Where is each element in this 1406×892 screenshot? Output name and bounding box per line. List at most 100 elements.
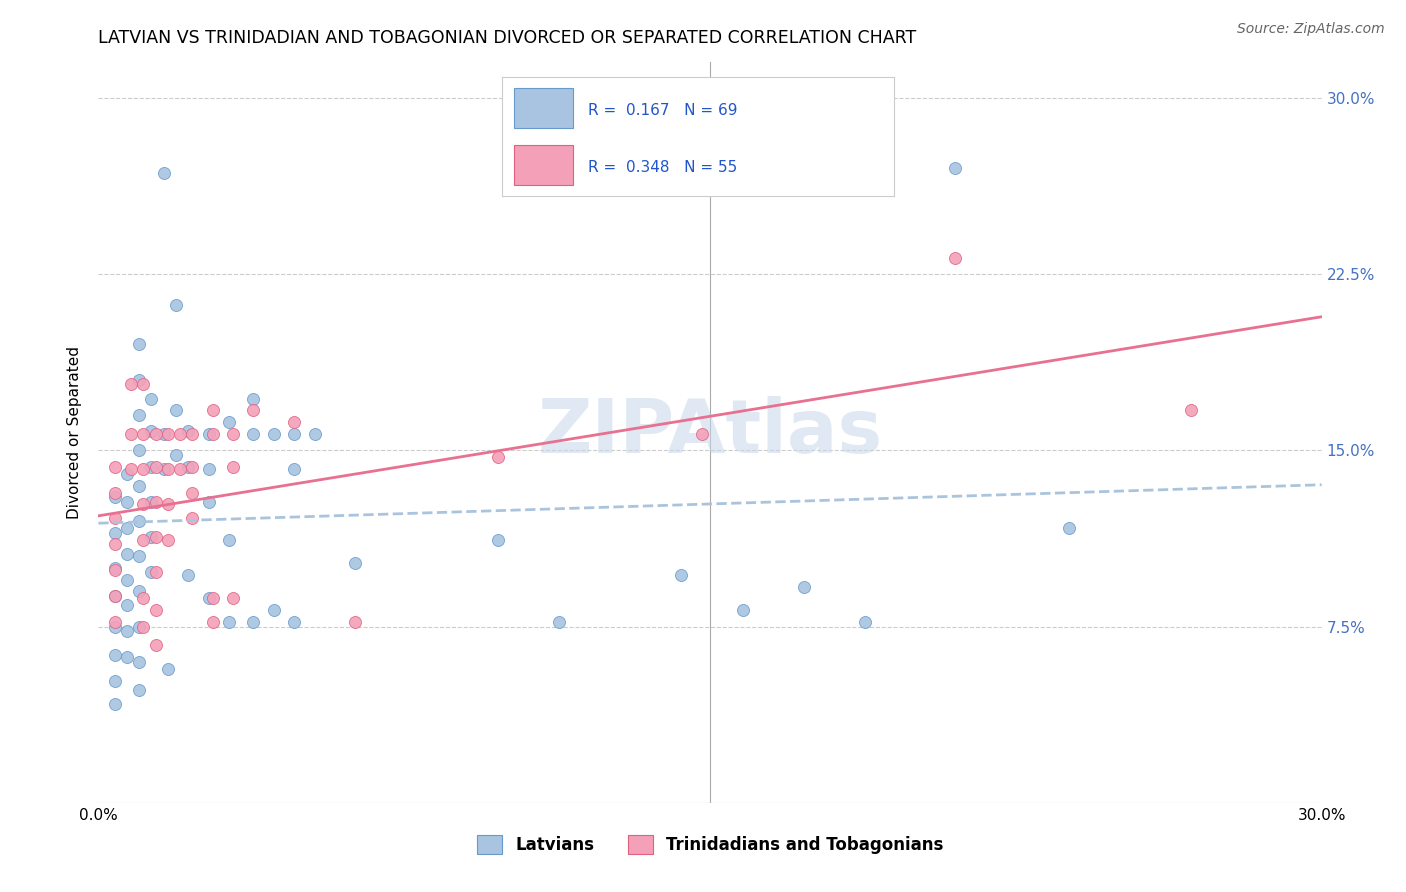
Point — [120, 426, 142, 441]
Point — [181, 459, 204, 474]
Point — [793, 580, 815, 594]
Point — [115, 547, 138, 561]
Point — [283, 462, 305, 476]
Point — [152, 166, 174, 180]
Point — [263, 426, 285, 441]
Point — [156, 533, 179, 547]
Point — [128, 683, 150, 698]
Point — [104, 673, 127, 688]
Point — [156, 662, 179, 676]
Point — [943, 161, 966, 176]
Point — [242, 392, 264, 406]
Point — [165, 403, 187, 417]
Point — [132, 426, 155, 441]
Text: LATVIAN VS TRINIDADIAN AND TOBAGONIAN DIVORCED OR SEPARATED CORRELATION CHART: LATVIAN VS TRINIDADIAN AND TOBAGONIAN DI… — [98, 29, 917, 47]
Point — [486, 450, 509, 465]
Point — [145, 566, 167, 580]
Point — [104, 619, 127, 633]
Point — [104, 490, 127, 504]
Point — [115, 495, 138, 509]
Point — [283, 615, 305, 629]
Point — [1057, 521, 1080, 535]
Point — [304, 426, 326, 441]
Point — [132, 591, 155, 606]
Point — [128, 337, 150, 351]
Point — [104, 459, 127, 474]
Point — [104, 648, 127, 662]
Point — [141, 530, 163, 544]
Point — [141, 495, 163, 509]
Point — [222, 426, 245, 441]
Point — [943, 251, 966, 265]
Point — [169, 426, 191, 441]
Point — [128, 443, 150, 458]
Point — [145, 603, 167, 617]
Point — [181, 485, 204, 500]
Point — [104, 561, 127, 575]
Point — [145, 426, 167, 441]
Point — [165, 448, 187, 462]
Point — [197, 426, 219, 441]
Point — [169, 462, 191, 476]
Text: Source: ZipAtlas.com: Source: ZipAtlas.com — [1237, 22, 1385, 37]
Point — [197, 495, 219, 509]
Point — [222, 591, 245, 606]
Point — [132, 462, 155, 476]
Point — [104, 511, 127, 525]
Point — [145, 530, 167, 544]
Point — [128, 373, 150, 387]
Point — [181, 426, 204, 441]
Point — [104, 525, 127, 540]
Point — [104, 537, 127, 551]
Point — [145, 638, 167, 652]
Point — [222, 459, 245, 474]
Point — [156, 497, 179, 511]
Point — [128, 655, 150, 669]
Point — [104, 485, 127, 500]
Point — [115, 467, 138, 481]
Point — [120, 377, 142, 392]
Point — [132, 533, 155, 547]
Point — [218, 415, 240, 429]
Point — [242, 615, 264, 629]
Point — [141, 459, 163, 474]
Point — [201, 403, 224, 417]
Point — [201, 426, 224, 441]
Legend: Latvians, Trinidadians and Tobagonians: Latvians, Trinidadians and Tobagonians — [470, 829, 950, 861]
Point — [156, 426, 179, 441]
Point — [197, 591, 219, 606]
Point — [152, 462, 174, 476]
Y-axis label: Divorced or Separated: Divorced or Separated — [67, 346, 83, 519]
Point — [104, 615, 127, 629]
Point — [128, 514, 150, 528]
Point — [165, 297, 187, 311]
Point — [141, 566, 163, 580]
Point — [486, 533, 509, 547]
Point — [201, 615, 224, 629]
Point — [242, 426, 264, 441]
Point — [115, 650, 138, 665]
Point — [132, 497, 155, 511]
Point — [145, 495, 167, 509]
Point — [104, 697, 127, 711]
Point — [104, 563, 127, 577]
Point — [104, 589, 127, 603]
Point — [120, 462, 142, 476]
Point — [128, 478, 150, 492]
Point — [156, 462, 179, 476]
Point — [218, 615, 240, 629]
Point — [141, 392, 163, 406]
Point — [177, 425, 200, 439]
Point — [152, 426, 174, 441]
Point — [128, 619, 150, 633]
Point — [115, 573, 138, 587]
Point — [671, 567, 693, 582]
Point — [104, 589, 127, 603]
Point — [731, 603, 754, 617]
Point — [218, 533, 240, 547]
Point — [128, 549, 150, 563]
Point — [132, 377, 155, 392]
Point — [115, 521, 138, 535]
Point — [181, 511, 204, 525]
Point — [853, 615, 876, 629]
